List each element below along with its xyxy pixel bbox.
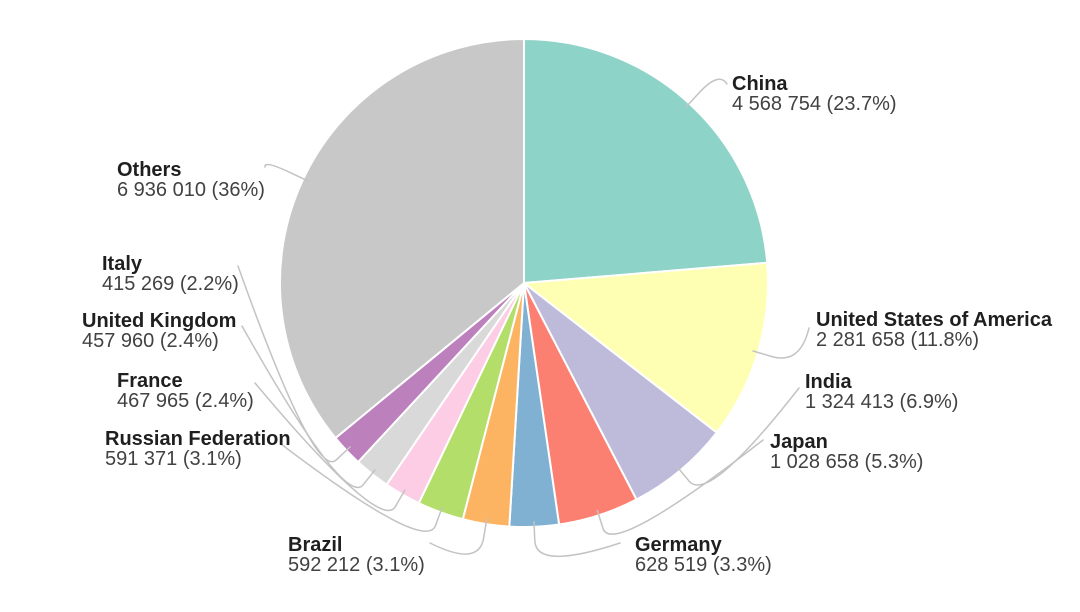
leader-line-india — [676, 387, 800, 486]
pie-slice-china[interactable] — [523, 38, 769, 284]
leader-line-germany — [533, 521, 621, 558]
leader-line-brazil — [429, 518, 488, 555]
leader-line-italy — [237, 265, 351, 463]
leader-line-united-states-of-america — [752, 327, 810, 359]
leader-line-united-kingdom — [241, 325, 376, 489]
leader-line-russian-federation — [280, 443, 443, 532]
leader-line-others — [264, 163, 309, 182]
leader-line-japan — [596, 439, 764, 535]
leader-line-china — [685, 78, 728, 108]
leader-line-france — [254, 382, 406, 512]
